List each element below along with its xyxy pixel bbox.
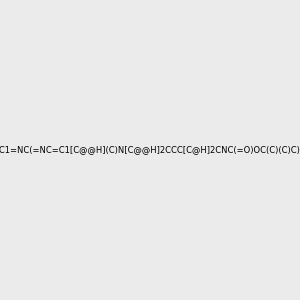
Text: CC1=NC(=NC=C1[C@@H](C)N[C@@H]2CCC[C@H]2CNC(=O)OC(C)(C)C)C: CC1=NC(=NC=C1[C@@H](C)N[C@@H]2CCC[C@H]2C… bbox=[0, 146, 300, 154]
